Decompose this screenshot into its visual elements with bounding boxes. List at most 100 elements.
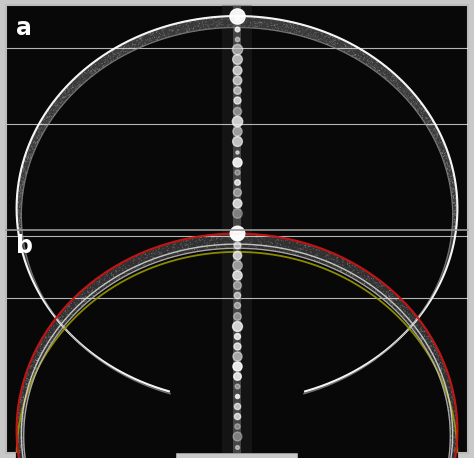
Point bbox=[345, 272, 352, 279]
Point bbox=[20, 380, 27, 387]
Point bbox=[263, 25, 270, 32]
Point bbox=[385, 292, 393, 299]
Point bbox=[250, 18, 258, 25]
Point bbox=[18, 410, 26, 417]
Point bbox=[364, 284, 372, 291]
Point bbox=[447, 182, 455, 190]
Point bbox=[425, 117, 432, 124]
Point bbox=[269, 17, 277, 25]
Point bbox=[450, 209, 457, 217]
Point bbox=[155, 31, 163, 38]
Point bbox=[134, 264, 141, 272]
Point bbox=[418, 115, 426, 122]
Point bbox=[19, 393, 27, 400]
Point bbox=[425, 117, 433, 125]
Point bbox=[16, 194, 23, 202]
Point bbox=[183, 19, 191, 26]
Point bbox=[70, 77, 77, 84]
Point bbox=[71, 305, 78, 312]
Point bbox=[247, 237, 255, 245]
Point bbox=[320, 261, 328, 268]
Point bbox=[303, 244, 310, 251]
Point bbox=[15, 438, 22, 445]
Point bbox=[442, 376, 450, 383]
Point bbox=[328, 32, 336, 39]
Point bbox=[400, 87, 408, 95]
Point bbox=[401, 305, 409, 312]
Point bbox=[447, 179, 455, 186]
Point bbox=[194, 22, 201, 29]
Point bbox=[447, 189, 455, 196]
Point bbox=[198, 233, 206, 240]
Point bbox=[374, 67, 382, 74]
Point bbox=[19, 410, 27, 417]
Point bbox=[450, 416, 457, 423]
Point bbox=[277, 245, 284, 252]
Point bbox=[239, 232, 246, 239]
Point bbox=[446, 381, 453, 388]
Point bbox=[172, 251, 179, 258]
Point bbox=[400, 303, 408, 310]
Point bbox=[230, 236, 237, 244]
Point bbox=[401, 84, 409, 92]
Point bbox=[59, 316, 66, 323]
Point bbox=[352, 55, 360, 62]
Point bbox=[309, 33, 316, 40]
Point bbox=[400, 88, 408, 95]
Point bbox=[20, 177, 28, 185]
Point bbox=[365, 57, 373, 64]
Point bbox=[65, 86, 73, 93]
Point bbox=[140, 31, 147, 38]
Point bbox=[412, 99, 419, 106]
Point bbox=[44, 336, 51, 344]
Point bbox=[23, 163, 30, 170]
Point bbox=[15, 448, 23, 456]
Point bbox=[172, 32, 180, 39]
Point bbox=[47, 334, 55, 341]
Point bbox=[289, 27, 297, 35]
Point bbox=[14, 432, 21, 440]
Point bbox=[123, 44, 130, 51]
Point bbox=[16, 207, 23, 214]
Point bbox=[25, 387, 32, 394]
Point bbox=[196, 236, 204, 244]
Point bbox=[195, 236, 202, 243]
Point bbox=[16, 403, 23, 411]
Point bbox=[337, 38, 345, 45]
Point bbox=[287, 247, 295, 255]
Point bbox=[374, 64, 382, 71]
Point bbox=[448, 181, 456, 189]
Point bbox=[17, 428, 25, 436]
Point bbox=[57, 321, 65, 328]
Point bbox=[43, 122, 50, 130]
Point bbox=[238, 19, 246, 27]
Point bbox=[346, 270, 354, 278]
Point bbox=[35, 121, 43, 129]
Point bbox=[126, 41, 134, 48]
Point bbox=[445, 163, 452, 170]
Point bbox=[371, 61, 379, 69]
Point bbox=[82, 297, 90, 304]
Point bbox=[406, 89, 414, 96]
Point bbox=[431, 347, 439, 354]
Point bbox=[450, 194, 457, 201]
Point bbox=[307, 249, 315, 256]
Point bbox=[227, 16, 235, 24]
Point bbox=[451, 191, 459, 198]
Point bbox=[252, 22, 259, 29]
Point bbox=[225, 234, 232, 241]
Point bbox=[445, 163, 453, 170]
Point bbox=[141, 253, 149, 261]
Point bbox=[253, 22, 261, 30]
Point bbox=[237, 235, 244, 242]
Point bbox=[109, 272, 116, 279]
Point bbox=[387, 302, 395, 309]
Point bbox=[363, 275, 371, 283]
Point bbox=[376, 281, 384, 289]
Point bbox=[278, 244, 285, 251]
Point bbox=[440, 157, 448, 164]
Point bbox=[20, 420, 27, 427]
Point bbox=[185, 238, 192, 245]
Point bbox=[18, 197, 26, 204]
Point bbox=[170, 243, 177, 251]
